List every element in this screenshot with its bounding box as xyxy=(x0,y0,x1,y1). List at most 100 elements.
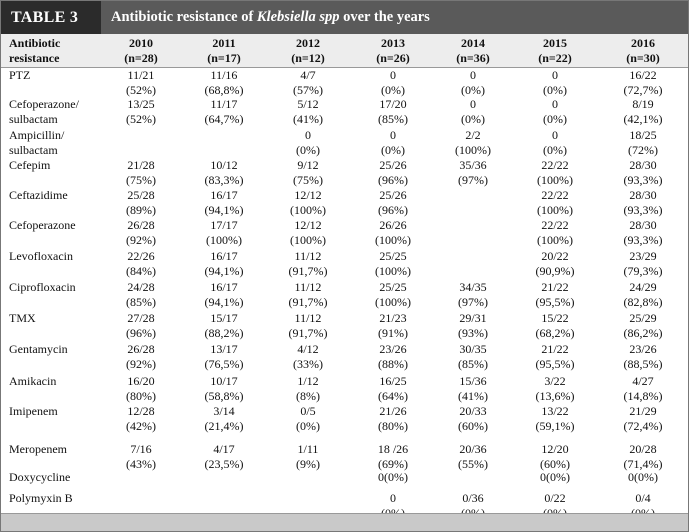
antibiotic-name: Amikacin xyxy=(9,374,57,388)
table-cell: 7/16 (43%) xyxy=(126,442,156,471)
header-year-label: 2016 xyxy=(631,36,655,50)
table-title: Antibiotic resistance of Klebsiella spp … xyxy=(101,9,430,26)
antibiotic-name: PTZ xyxy=(9,68,31,82)
table-cell: 27/28 (96%) xyxy=(126,311,156,340)
table-cell: 16/20 (80%) xyxy=(126,374,156,403)
table-cell: 25/25 (100%) xyxy=(375,280,411,309)
table-cell: 1/12 (8%) xyxy=(296,374,320,403)
table-cell: 23/26 (88,5%) xyxy=(623,342,663,371)
table-cell: 13/22 (59,1%) xyxy=(535,404,575,433)
table-cell: 20/22 (90,9%) xyxy=(535,249,575,278)
table-cell: 25/26 (96%) xyxy=(378,158,408,187)
header-sample-size: (n=22) xyxy=(538,50,572,65)
table-cell: 0(0%) xyxy=(543,128,567,157)
table-cell: 17/17 (100%) xyxy=(206,218,242,247)
table-cell: 20/36 (55%) xyxy=(458,442,488,471)
antibiotic-name: Cefoperazone xyxy=(9,218,76,232)
antibiotic-name: Cefepim xyxy=(9,158,51,172)
header-year-2011: 2011 (n=17) xyxy=(184,36,264,65)
header-sample-size: (n=36) xyxy=(456,50,490,65)
table-cell: 12/20 (60%) xyxy=(540,442,570,471)
table-cell: 10/12 (83,3%) xyxy=(204,158,244,187)
table-cell: 21/22 (95,5%) xyxy=(535,342,575,371)
antibiotic-name: Polymyxin B xyxy=(9,491,73,505)
table-cell: 15/36 (41%) xyxy=(458,374,488,403)
table-cell: 0(0%) xyxy=(543,68,567,97)
table-cell: 20/33 (60%) xyxy=(458,404,488,433)
table-cell: 0(0%) xyxy=(381,68,405,97)
table-cell: 1/11 (9%) xyxy=(296,442,320,471)
table-cell: 4/27 (14,8%) xyxy=(623,374,663,403)
table-cell: 0(0%) xyxy=(628,470,658,484)
header-year-label: 2015 xyxy=(543,36,567,50)
table-cell: 23/29 (79,3%) xyxy=(623,249,663,278)
table-cell: 12/28 (42%) xyxy=(126,404,156,433)
table-cell: 13/17 (76,5%) xyxy=(204,342,244,371)
antibiotic-name: Ampicillin/sulbactam xyxy=(9,128,65,157)
title-text-before: Antibiotic resistance of xyxy=(111,9,257,25)
header-col0-line2: resistance xyxy=(9,50,60,65)
header-sample-size: (n=12) xyxy=(291,50,325,65)
table-cell: 4/7 (57%) xyxy=(293,68,323,97)
antibiotic-name: TMX xyxy=(9,311,36,325)
table-label: TABLE 3 xyxy=(1,1,101,34)
antibiotic-name: Ciprofloxacin xyxy=(9,280,76,294)
antibiotic-name: Gentamycin xyxy=(9,342,68,356)
table-cell: 9/12 (75%) xyxy=(293,158,323,187)
table-cell: 13/25 (52%) xyxy=(126,97,156,126)
header-year-label: 2010 xyxy=(129,36,153,50)
table-cell: 12/12 (100%) xyxy=(290,188,326,217)
header-year-2013: 2013 (n=26) xyxy=(353,36,433,65)
table-cell: 26/28 (92%) xyxy=(126,218,156,247)
table-cell: 22/26 (84%) xyxy=(126,249,156,278)
table-cell: 23/26 (88%) xyxy=(378,342,408,371)
table-cell: 21/22 (95,5%) xyxy=(535,280,575,309)
header-year-2012: 2012 (n=12) xyxy=(268,36,348,65)
table-cell: 10/17 (58,8%) xyxy=(204,374,244,403)
table-cell: 17/20 (85%) xyxy=(378,97,408,126)
table-cell: 0(0%) xyxy=(381,128,405,157)
table-cell: 11/12 (91,7%) xyxy=(288,311,328,340)
table-cell: 25/28 (89%) xyxy=(126,188,156,217)
header-sample-size: (n=30) xyxy=(626,50,660,65)
table-cell: 28/30 (93,3%) xyxy=(623,188,663,217)
table-cell: 15/17 (88,2%) xyxy=(204,311,244,340)
table-cell: 21/23 (91%) xyxy=(378,311,408,340)
table-cell: 26/28 (92%) xyxy=(126,342,156,371)
table-cell: 25/29 (86,2%) xyxy=(623,311,663,340)
header-sample-size: (n=28) xyxy=(124,50,158,65)
header-year-2016: 2016 (n=30) xyxy=(603,36,683,65)
table-cell: 28/30 (93,3%) xyxy=(623,218,663,247)
header-sample-size: (n=26) xyxy=(376,50,410,65)
antibiotic-name: Imipenem xyxy=(9,404,58,418)
header-year-label: 2011 xyxy=(212,36,236,50)
table-cell: 4/12 (33%) xyxy=(293,342,323,371)
header-year-2015: 2015 (n=22) xyxy=(515,36,595,65)
table-cell: 0(0%) xyxy=(461,97,485,126)
title-text-after: over the years xyxy=(339,9,430,25)
antibiotic-name: Ceftazidime xyxy=(9,188,68,202)
table-cell: 16/17 (94,1%) xyxy=(204,280,244,309)
table-cell: 11/17 (64,7%) xyxy=(204,97,244,126)
table-cell: 0(0%) xyxy=(540,470,570,484)
table-cell: 0(0%) xyxy=(461,68,485,97)
table-cell: 20/28 (71,4%) xyxy=(623,442,663,471)
table-cell: 24/28 (85%) xyxy=(126,280,156,309)
table-cell: 2/2 (100%) xyxy=(455,128,491,157)
table-cell: 4/17 (23,5%) xyxy=(204,442,244,471)
title-bar: TABLE 3 Antibiotic resistance of Klebsie… xyxy=(1,1,688,34)
table-cell: 16/17 (94,1%) xyxy=(204,249,244,278)
table-cell: 11/12 (91,7%) xyxy=(288,249,328,278)
antibiotic-name: Meropenem xyxy=(9,442,67,456)
table-cell: 30/35 (85%) xyxy=(458,342,488,371)
table-cell: 18/25 (72%) xyxy=(628,128,658,157)
table-cell: 16/22 (72,7%) xyxy=(623,68,663,97)
table-cell: 28/30 (93,3%) xyxy=(623,158,663,187)
table-cell: 22/22 (100%) xyxy=(537,188,573,217)
table-cell: 16/25 (64%) xyxy=(378,374,408,403)
table-cell: 11/21 (52%) xyxy=(126,68,156,97)
table-cell: 0(0%) xyxy=(543,97,567,126)
table-cell: 24/29 (82,8%) xyxy=(623,280,663,309)
table-cell: 16/17 (94,1%) xyxy=(204,188,244,217)
table-cell: 11/12 (91,7%) xyxy=(288,280,328,309)
